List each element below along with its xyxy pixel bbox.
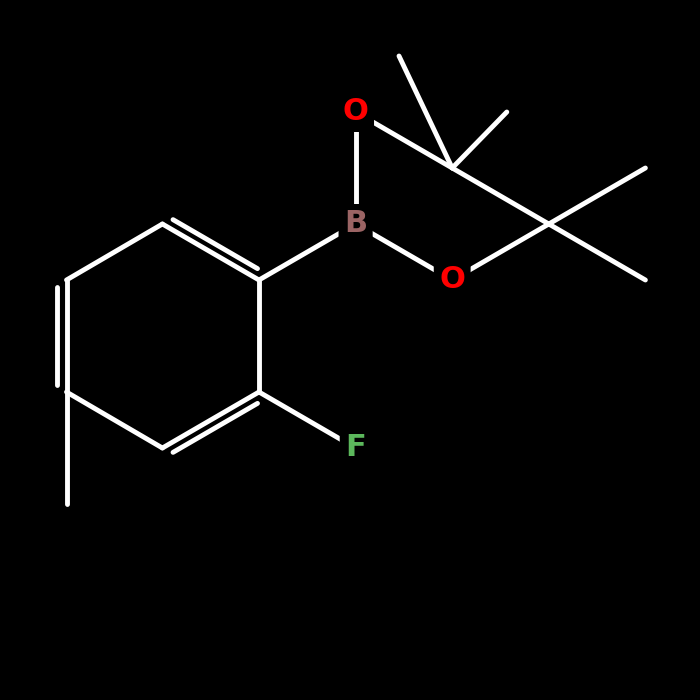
Text: B: B (344, 209, 368, 239)
Text: F: F (345, 433, 366, 463)
Text: O: O (440, 265, 465, 295)
Text: O: O (343, 97, 368, 127)
